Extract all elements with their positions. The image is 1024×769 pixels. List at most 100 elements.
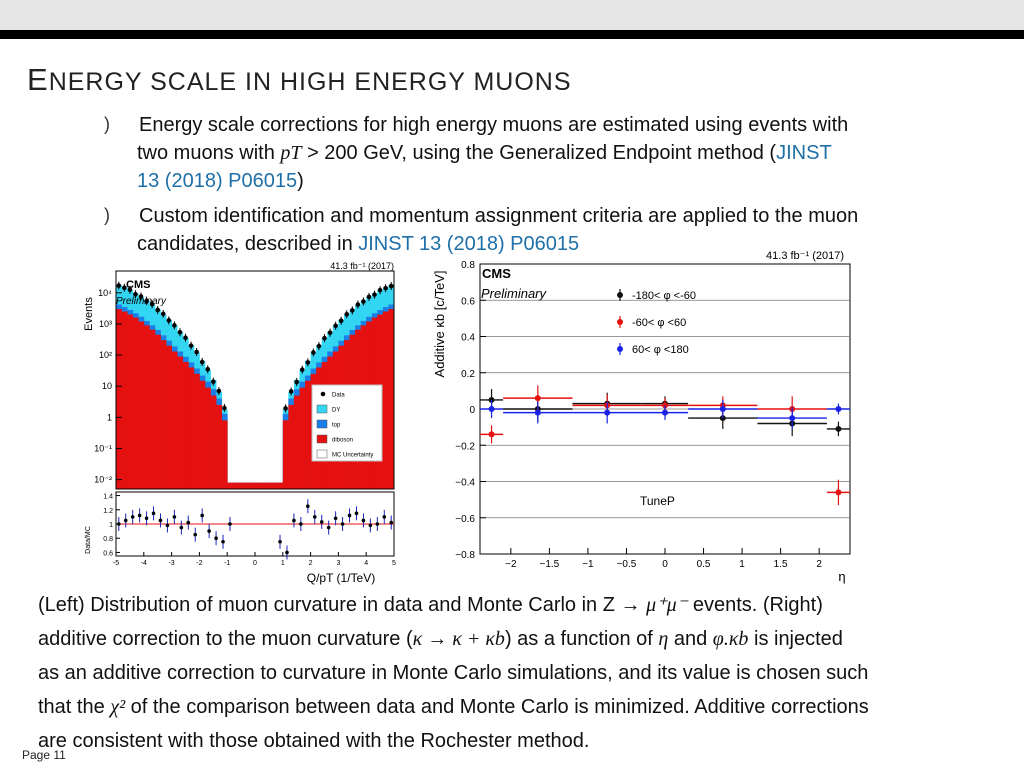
jinst-link-2[interactable]: JINST 13 (2018) P06015 — [358, 233, 580, 255]
ratio-point — [354, 511, 359, 516]
data-point — [194, 349, 199, 355]
left-y-tick-label: 10⁻¹ — [94, 443, 112, 453]
data-point — [116, 283, 122, 288]
diboson-bar — [216, 404, 223, 489]
ratio-point — [172, 515, 177, 519]
data-point — [316, 343, 322, 349]
ratio-point — [123, 518, 128, 523]
data-point — [166, 318, 172, 323]
diboson-bar — [143, 325, 150, 489]
curvature-distribution-figure: 41.3 fb⁻¹ (2017) Events Data/MC 10⁴10³10… — [83, 261, 396, 585]
right-x-tick-label: −1 — [582, 559, 594, 570]
right-legend-label: 60< φ <180 — [632, 344, 689, 356]
legend-swatch — [316, 404, 328, 414]
ratio-point — [389, 520, 394, 525]
ratio-point — [214, 536, 218, 541]
data-point — [327, 330, 333, 335]
caption-chi-squared: χ² — [110, 696, 126, 718]
series-point — [534, 409, 541, 416]
diboson-bar — [160, 340, 167, 489]
diboson-bar — [177, 356, 184, 489]
right-x-tick-label: −0.5 — [617, 559, 637, 570]
left-y-tick-label: 10³ — [99, 319, 112, 329]
ratio-point — [319, 520, 324, 524]
data-point — [216, 388, 222, 394]
bullet-2-line-2: candidates, described in JINST 13 (2018)… — [137, 230, 579, 258]
diboson-bar — [255, 482, 261, 489]
caption-line-3: as an additive correction to curvature i… — [38, 662, 869, 684]
title-rule — [0, 30, 1024, 39]
caption-text-2d: is injected — [748, 628, 843, 650]
right-legend-label: -180< φ <-60 — [632, 290, 696, 302]
diboson-bar — [204, 387, 211, 489]
ratio-point — [186, 520, 191, 525]
ratio-point — [285, 550, 289, 555]
data-point — [372, 292, 377, 297]
left-x-tick-label: -3 — [168, 560, 174, 567]
legend-swatch — [316, 419, 328, 429]
right-legend-marker — [617, 292, 623, 298]
diboson-bar — [127, 314, 134, 489]
legend-label: top — [332, 423, 341, 429]
diboson-bar — [188, 367, 195, 489]
left-x-tick-label: 5 — [392, 560, 396, 567]
right-x-tick-label: 0 — [662, 559, 668, 570]
jinst-link-ref[interactable]: 13 (2018) P06015 — [137, 170, 298, 192]
ratio-point — [326, 525, 331, 530]
right-x-tick-label: −1.5 — [540, 559, 560, 570]
diboson-bar — [388, 309, 395, 489]
diboson-bar — [260, 482, 267, 489]
right-y-tick-label: −0.2 — [455, 441, 475, 452]
tunep-annotation: TuneP — [640, 494, 675, 508]
diboson-bar — [282, 420, 289, 489]
data-point — [222, 405, 227, 411]
ratio-point — [333, 516, 338, 521]
caption-eta: η — [658, 628, 669, 650]
right-x-tick-label: 1.5 — [774, 559, 788, 570]
ratio-y-tick-label: 1.2 — [103, 508, 113, 515]
data-point — [138, 294, 144, 299]
ratio-point — [130, 515, 135, 519]
ratio-point — [151, 511, 156, 516]
figure-caption: (Left) Distribution of muon curvature in… — [38, 588, 998, 758]
caption-line-4: that the χ² of the comparison between da… — [38, 690, 998, 724]
data-point — [283, 406, 288, 411]
right-y-tick-label: 0.6 — [461, 296, 475, 307]
left-x-axis-label: Q/pT (1/TeV) — [307, 571, 375, 585]
right-y-tick-label: 0 — [469, 405, 475, 416]
right-y-tick-label: −0.4 — [455, 478, 475, 489]
pt-symbol: pT — [280, 142, 302, 164]
left-main-frame — [115, 270, 395, 490]
left-x-tick-label: 2 — [309, 560, 313, 567]
ratio-y-tick-label: 0.8 — [103, 536, 113, 543]
left-y-tick-label: 10 — [102, 381, 112, 391]
left-x-tick-label: 4 — [364, 560, 368, 567]
bullet-1-line-3: 13 (2018) P06015) — [137, 167, 304, 195]
diboson-bar — [182, 361, 189, 489]
title-initial: E — [27, 62, 49, 97]
data-point — [294, 379, 299, 385]
right-y-tick-label: −0.8 — [455, 550, 475, 561]
diboson-bar — [299, 387, 306, 489]
diboson-bar — [382, 311, 389, 489]
ratio-y-axis-label: Data/MC — [85, 526, 92, 554]
diboson-bar — [266, 482, 273, 489]
left-ratio-panel: 1.4 1.2 1 0.8 0.6-5 -4 -3 -2 -1 0 1 2 3 4 5 — [103, 491, 396, 567]
diboson-bar — [199, 380, 206, 489]
data-point — [311, 350, 316, 355]
series-point — [488, 406, 495, 412]
caption-text-1b: events. (Right) — [687, 594, 823, 616]
ratio-point — [375, 522, 380, 526]
left-y-tick-label: 10² — [99, 350, 112, 360]
ratio-point — [228, 522, 232, 526]
slide-title: ENERGY SCALE IN HIGH ENERGY MUONS — [27, 62, 572, 98]
data-point — [355, 302, 361, 307]
data-point — [144, 298, 149, 304]
bullet-marker: ) — [104, 114, 110, 134]
series-point — [835, 489, 842, 496]
diboson-bar — [116, 309, 122, 489]
ratio-point — [137, 513, 142, 518]
left-y-tick-label: 10⁴ — [98, 288, 112, 298]
jinst-link[interactable]: JINST — [776, 142, 832, 164]
data-point — [172, 323, 177, 328]
